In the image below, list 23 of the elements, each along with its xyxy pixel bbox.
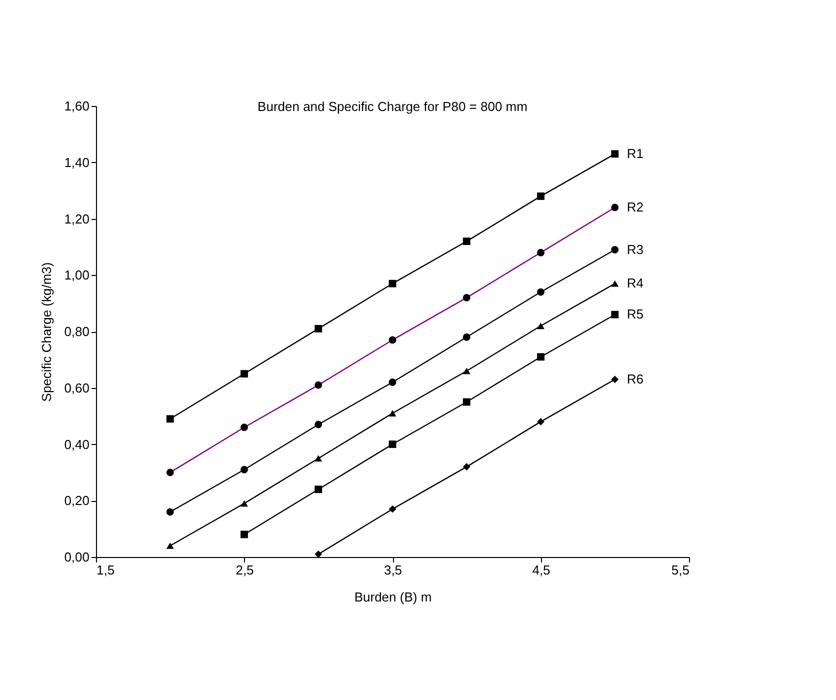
chart-title: Burden and Specific Charge for P80 = 800 mm xyxy=(258,99,528,114)
y-tick-label: 0,00 xyxy=(64,550,90,564)
y-tick-label: 1,20 xyxy=(64,211,90,226)
x-tick-label: 1,5 xyxy=(96,562,115,578)
y-tick-label: 0,60 xyxy=(64,380,90,396)
x-tick-label: 3,5 xyxy=(384,562,402,578)
y-tick-label: 0,20 xyxy=(64,493,90,508)
y-tick-label: 0,80 xyxy=(64,324,90,339)
x-tick-label: 2,5 xyxy=(236,562,254,578)
y-tick-label: 0,40 xyxy=(64,436,90,452)
y-tick-label: 1,00 xyxy=(64,268,90,283)
series-label: R3 xyxy=(626,242,644,257)
series-label: R2 xyxy=(626,199,644,214)
series-label: R6 xyxy=(626,371,644,386)
x-axis-title: Burden (B) m xyxy=(354,590,432,604)
y-tick-label: 1,40 xyxy=(64,154,90,170)
series-label: R1 xyxy=(626,146,644,161)
x-tick-label: 5,5 xyxy=(671,562,690,578)
y-axis-title: Specific Charge (kg/m3) xyxy=(39,262,54,402)
series-label: R4 xyxy=(626,276,644,291)
y-tick-label: 1,60 xyxy=(64,98,90,114)
series-label: R5 xyxy=(626,306,644,322)
x-tick-label: 4,5 xyxy=(532,562,550,578)
